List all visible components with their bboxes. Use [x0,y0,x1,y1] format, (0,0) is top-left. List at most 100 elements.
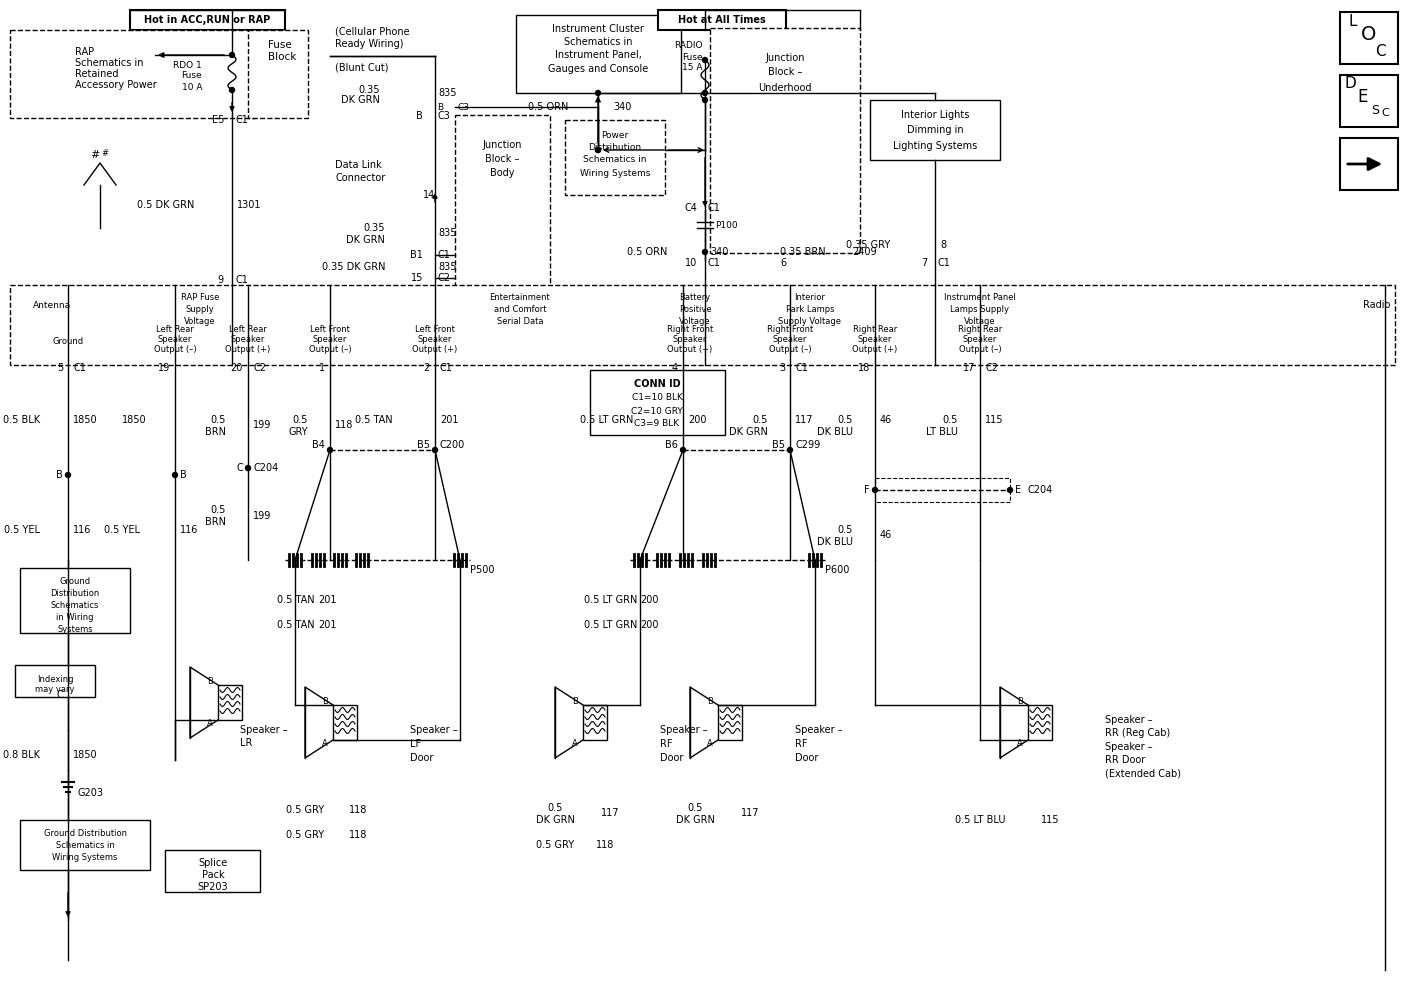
Text: 835: 835 [438,88,456,98]
Text: Entertainment: Entertainment [490,293,550,302]
Text: C2: C2 [253,363,266,373]
Text: RAP Fuse: RAP Fuse [182,293,219,302]
Text: E: E [1356,88,1368,106]
Text: B: B [207,677,212,686]
Text: P500: P500 [470,565,494,575]
Text: B: B [416,111,424,121]
Text: 9: 9 [218,275,224,285]
Text: Speaker: Speaker [418,336,452,345]
Text: S: S [1370,104,1379,117]
Text: 4: 4 [673,363,678,373]
Bar [15,665,96,697]
Bar [165,850,260,892]
Circle shape [229,53,235,57]
Text: 118: 118 [349,830,367,840]
Text: Schematics: Schematics [51,602,98,610]
Text: 116: 116 [73,525,91,535]
Text: 0.35: 0.35 [359,85,380,95]
Text: Speaker: Speaker [962,336,998,345]
Text: Lamps Supply: Lamps Supply [951,305,1009,314]
Text: C1: C1 [795,363,808,373]
Text: C200: C200 [440,440,466,450]
Text: LR: LR [241,738,252,748]
Text: Right Rear: Right Rear [853,325,898,335]
Text: B1: B1 [409,250,424,260]
Text: B: B [438,102,443,112]
Text: Left Rear: Left Rear [156,325,194,335]
Text: C: C [236,463,243,473]
Text: Output (–): Output (–) [153,346,197,355]
Bar [218,685,242,720]
Circle shape [595,90,601,95]
Text: B5: B5 [772,440,785,450]
Circle shape [229,87,235,92]
Text: Instrument Panel: Instrument Panel [944,293,1016,302]
Text: 201: 201 [318,620,336,630]
Bar [20,820,151,870]
Text: Distribution: Distribution [588,143,642,152]
Text: Speaker –: Speaker – [409,725,457,735]
Text: Serial Data: Serial Data [497,317,543,326]
Text: 10: 10 [685,258,696,268]
Text: Distribution: Distribution [51,590,100,599]
Circle shape [595,148,601,153]
Text: SP203: SP203 [198,882,228,892]
Text: 0.5: 0.5 [211,505,227,515]
Text: 17: 17 [962,363,975,373]
Text: E: E [1014,485,1021,495]
Bar [10,30,255,118]
Text: #: # [90,150,100,160]
Text: #: # [101,149,108,158]
Text: 118: 118 [349,805,367,815]
Text: Block –: Block – [768,67,802,77]
Text: C: C [1382,108,1389,118]
Text: 15 A: 15 A [682,63,704,72]
Text: Speaker –: Speaker – [1104,742,1152,752]
Text: B: B [573,697,578,706]
Circle shape [702,250,708,255]
Text: RF: RF [660,739,673,749]
Text: Supply Voltage: Supply Voltage [778,317,841,326]
Bar [590,370,725,435]
Text: C1=10 BLK: C1=10 BLK [632,393,682,402]
Text: P100: P100 [715,221,737,230]
Text: Right Rear: Right Rear [958,325,1002,335]
Circle shape [328,448,332,453]
Text: A: A [573,739,578,748]
Text: CONN ID: CONN ID [633,379,681,389]
Text: Radio: Radio [1362,300,1390,310]
Bar [20,568,129,633]
Text: 340: 340 [711,247,729,257]
Text: Left Front: Left Front [415,325,454,335]
Text: Junction: Junction [483,140,522,150]
Text: B5: B5 [416,440,431,450]
Text: Voltage: Voltage [184,317,215,326]
Text: Speaker: Speaker [673,336,708,345]
Text: 0.5 TAN: 0.5 TAN [277,595,315,605]
Bar [875,478,1010,502]
Text: Schematics in: Schematics in [584,156,647,165]
Text: Dimming in: Dimming in [906,125,964,135]
Text: C3: C3 [438,111,450,121]
Bar [582,705,606,740]
Text: 200: 200 [688,415,706,425]
Text: Power: Power [601,131,629,140]
Text: and Comfort: and Comfort [494,305,546,314]
Text: 199: 199 [253,511,272,521]
Text: Speaker –: Speaker – [241,725,287,735]
Text: Speaker: Speaker [772,336,808,345]
Text: BRN: BRN [205,427,227,437]
Text: Data Link: Data Link [335,160,381,170]
Text: 0.5: 0.5 [943,415,958,425]
Text: A: A [1017,739,1023,748]
Text: Junction: Junction [765,53,805,63]
Text: 18: 18 [858,363,870,373]
Text: Park Lamps: Park Lamps [785,305,834,314]
Text: Output (+): Output (+) [225,346,270,355]
Circle shape [702,90,708,95]
Text: 199: 199 [253,420,272,430]
Text: Retained: Retained [75,69,118,79]
Text: LT BLU: LT BLU [926,427,958,437]
Bar [454,115,550,290]
Text: (Cellular Phone: (Cellular Phone [335,27,409,37]
